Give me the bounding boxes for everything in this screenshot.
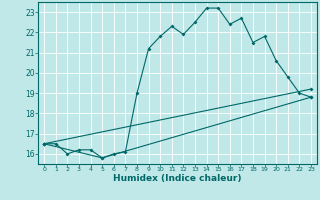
X-axis label: Humidex (Indice chaleur): Humidex (Indice chaleur)	[113, 174, 242, 183]
